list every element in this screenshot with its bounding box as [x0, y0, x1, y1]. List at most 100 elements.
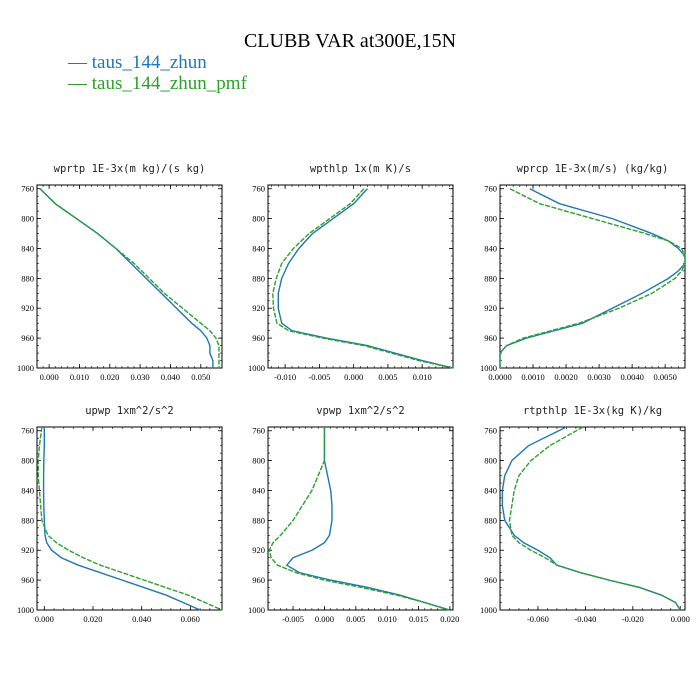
- legend: — taus_144_zhun — taus_144_zhun_pmf: [68, 52, 247, 94]
- series-line-zhun: [499, 188, 686, 368]
- x-tick-label: 0.030: [131, 372, 150, 382]
- y-tick-label: 880: [252, 273, 265, 283]
- x-tick-label: 0.015: [409, 614, 428, 624]
- panel-3: upwp 1xm^2/s^2 760 800 840 880 920 960 10000.00…: [17, 405, 223, 624]
- x-tick-label: 0.0030: [587, 372, 610, 382]
- panel-title: upwp 1xm^2/s^2: [85, 405, 174, 417]
- panel-title: wprcp 1E-3x(m/s) (kg/kg): [517, 163, 669, 175]
- y-tick-label: 960: [252, 575, 265, 585]
- series-line-zhun-pmf: [39, 188, 220, 368]
- panel-0: wprtp 1E-3x(m kg)/(s kg) 760 800 840 880 920 9…: [17, 163, 223, 382]
- series-line-zhun: [39, 188, 214, 368]
- panel-2: wprcp 1E-3x(m/s) (kg/kg) 760 800 840 880 920 9…: [480, 163, 686, 382]
- x-tick-label: 0.0040: [620, 372, 643, 382]
- y-tick-label: 1000: [17, 363, 34, 373]
- y-tick-label: 840: [21, 485, 34, 495]
- figure-title: CLUBB VAR at300E,15N: [243, 30, 457, 52]
- panel-frame: [36, 426, 223, 611]
- panel-frame: [267, 184, 454, 369]
- panel-title: wpthlp 1x(m K)/s: [310, 163, 411, 175]
- y-tick-label: 800: [252, 214, 265, 224]
- legend-item-zhun: — taus_144_zhun: [68, 52, 207, 73]
- y-tick-label: 880: [21, 273, 34, 283]
- y-tick-label: 760: [21, 184, 34, 194]
- panel-title: rtpthlp 1E-3x(kg K)/kg: [523, 405, 662, 417]
- y-tick-label: 800: [484, 456, 497, 466]
- y-tick-label: 840: [21, 243, 34, 253]
- x-tick-label: 0.040: [161, 372, 180, 382]
- x-tick-label: 0.005: [378, 372, 397, 382]
- y-tick-label: 840: [484, 243, 497, 253]
- y-tick-label: 920: [252, 303, 265, 313]
- panel-frame: [499, 426, 686, 611]
- panel-frame: [267, 426, 454, 611]
- x-tick-label: 0.000: [344, 372, 363, 382]
- y-tick-label: 880: [484, 515, 497, 525]
- x-tick-label: -0.005: [308, 372, 330, 382]
- x-tick-label: 0.010: [70, 372, 89, 382]
- y-tick-label: 840: [252, 243, 265, 253]
- y-tick-label: 760: [21, 426, 34, 436]
- y-tick-label: 920: [21, 303, 34, 313]
- panel-title: wprtp 1E-3x(m kg)/(s kg): [54, 163, 206, 175]
- x-tick-label: 0.000: [35, 614, 54, 624]
- series-line-zhun: [501, 426, 681, 611]
- series-line-zhun: [277, 188, 454, 369]
- x-tick-label: 0.010: [413, 372, 432, 382]
- series-line-zhun-pmf: [499, 188, 686, 368]
- y-tick-label: 920: [484, 545, 497, 555]
- legend-label-zhun: taus_144_zhun: [91, 52, 207, 73]
- series-line-zhun-pmf: [268, 427, 449, 611]
- y-tick-label: 960: [21, 333, 34, 343]
- x-tick-label: 0.000: [40, 372, 59, 382]
- x-tick-label: 0.000: [315, 614, 334, 624]
- x-tick-label: -0.010: [274, 372, 296, 382]
- y-tick-label: 920: [484, 303, 497, 313]
- y-tick-label: 840: [484, 485, 497, 495]
- y-tick-label: 760: [484, 184, 497, 194]
- x-tick-label: 0.020: [440, 614, 459, 624]
- series-line-zhun-pmf: [272, 188, 454, 369]
- x-tick-label: -0.060: [527, 614, 549, 624]
- x-tick-label: 0.040: [132, 614, 151, 624]
- x-tick-label: -0.005: [282, 614, 304, 624]
- series-line-zhun: [285, 427, 451, 611]
- y-tick-label: 880: [252, 515, 265, 525]
- x-tick-label: -0.040: [574, 614, 596, 624]
- x-tick-label: 0.050: [191, 372, 210, 382]
- x-tick-label: 0.0010: [521, 372, 544, 382]
- y-tick-label: 920: [21, 545, 34, 555]
- series-line-zhun-pmf: [508, 426, 681, 611]
- x-tick-label: 0.005: [346, 614, 365, 624]
- y-tick-label: 800: [21, 214, 34, 224]
- y-tick-label: 800: [21, 456, 34, 466]
- y-tick-label: 760: [252, 426, 265, 436]
- panel-4: vpwp 1xm^2/s^2 760 800 840 880 920 960 1000 -0.0…: [248, 405, 459, 624]
- y-tick-label: 960: [252, 333, 265, 343]
- legend-label-zhun-pmf: taus_144_zhun_pmf: [91, 73, 247, 94]
- y-tick-label: 880: [21, 515, 34, 525]
- y-tick-label: 1000: [17, 605, 34, 615]
- y-tick-label: 1000: [248, 363, 265, 373]
- series-line-zhun-pmf: [37, 426, 223, 611]
- x-tick-label: 0.060: [181, 614, 200, 624]
- y-tick-label: 1000: [480, 363, 497, 373]
- y-tick-label: 1000: [480, 605, 497, 615]
- y-tick-label: 800: [252, 456, 265, 466]
- y-tick-label: 800: [484, 214, 497, 224]
- x-tick-label: 0.0050: [653, 372, 676, 382]
- panel-5: rtpthlp 1E-3x(kg K)/kg 760 800 840 880 920 960…: [480, 405, 690, 624]
- x-tick-label: 0.0000: [488, 372, 511, 382]
- y-tick-label: 960: [484, 575, 497, 585]
- y-tick-label: 760: [252, 184, 265, 194]
- series-line-zhun: [42, 427, 201, 611]
- panel-frame: [36, 184, 223, 369]
- y-tick-label: 760: [484, 426, 497, 436]
- x-tick-label: 0.020: [100, 372, 119, 382]
- panel-title: vpwp 1xm^2/s^2: [316, 405, 405, 417]
- y-tick-label: 920: [252, 545, 265, 555]
- y-tick-label: 1000: [248, 605, 265, 615]
- x-tick-label: -0.020: [622, 614, 644, 624]
- y-tick-label: 840: [252, 485, 265, 495]
